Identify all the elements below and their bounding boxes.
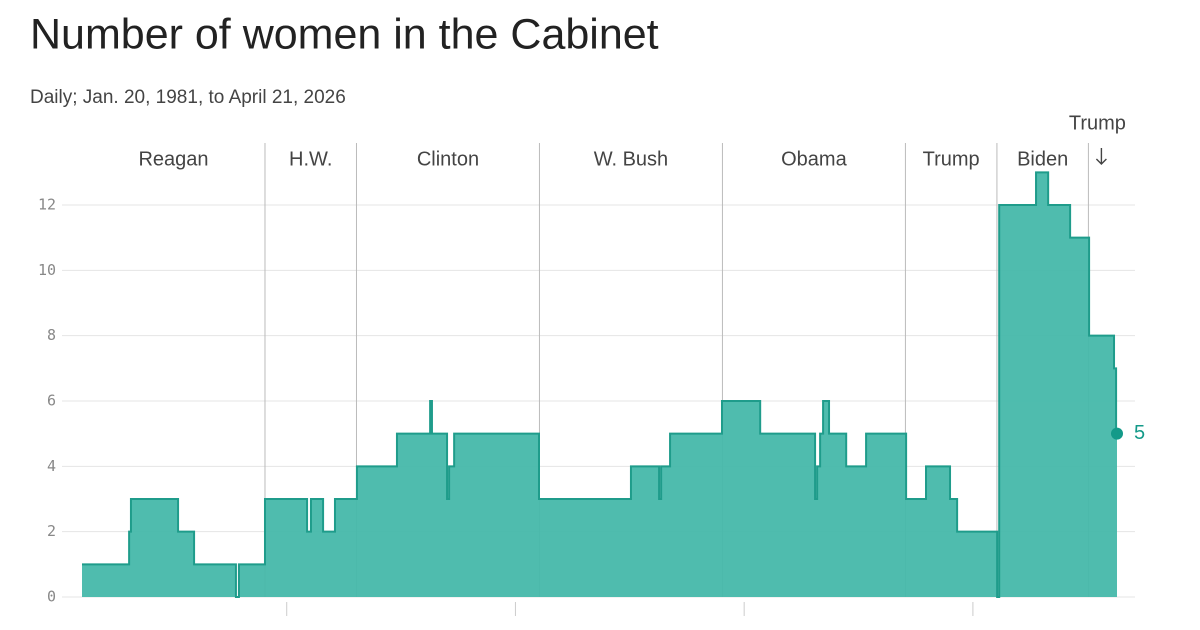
y-tick-label: 4 — [47, 457, 56, 475]
area — [82, 172, 1117, 598]
chart-title: Number of women in the Cabinet — [30, 10, 659, 58]
end-point — [1111, 427, 1123, 440]
y-tick-label: 8 — [47, 326, 56, 344]
arrow — [1095, 148, 1107, 165]
y-tick-label: 2 — [47, 522, 56, 540]
y-tick-label: 6 — [47, 392, 56, 410]
term-label: W. Bush — [594, 148, 668, 170]
term-label: Trump — [1069, 112, 1126, 134]
y-tick-label: 0 — [47, 588, 56, 606]
term-label: Reagan — [138, 148, 208, 170]
line — [82, 171, 1118, 598]
value-label: 5 — [1134, 422, 1145, 444]
term-label: Clinton — [417, 148, 479, 170]
chart-subtitle: Daily; Jan. 20, 1981, to April 21, 2026 — [30, 87, 346, 108]
term-label: Biden — [1017, 148, 1068, 170]
term-label: H.W. — [289, 148, 332, 170]
y-tick-label: 12 — [38, 196, 56, 214]
term-label: Trump — [923, 148, 980, 170]
term-label: Obama — [781, 148, 847, 170]
y-tick-label: 10 — [38, 261, 56, 279]
